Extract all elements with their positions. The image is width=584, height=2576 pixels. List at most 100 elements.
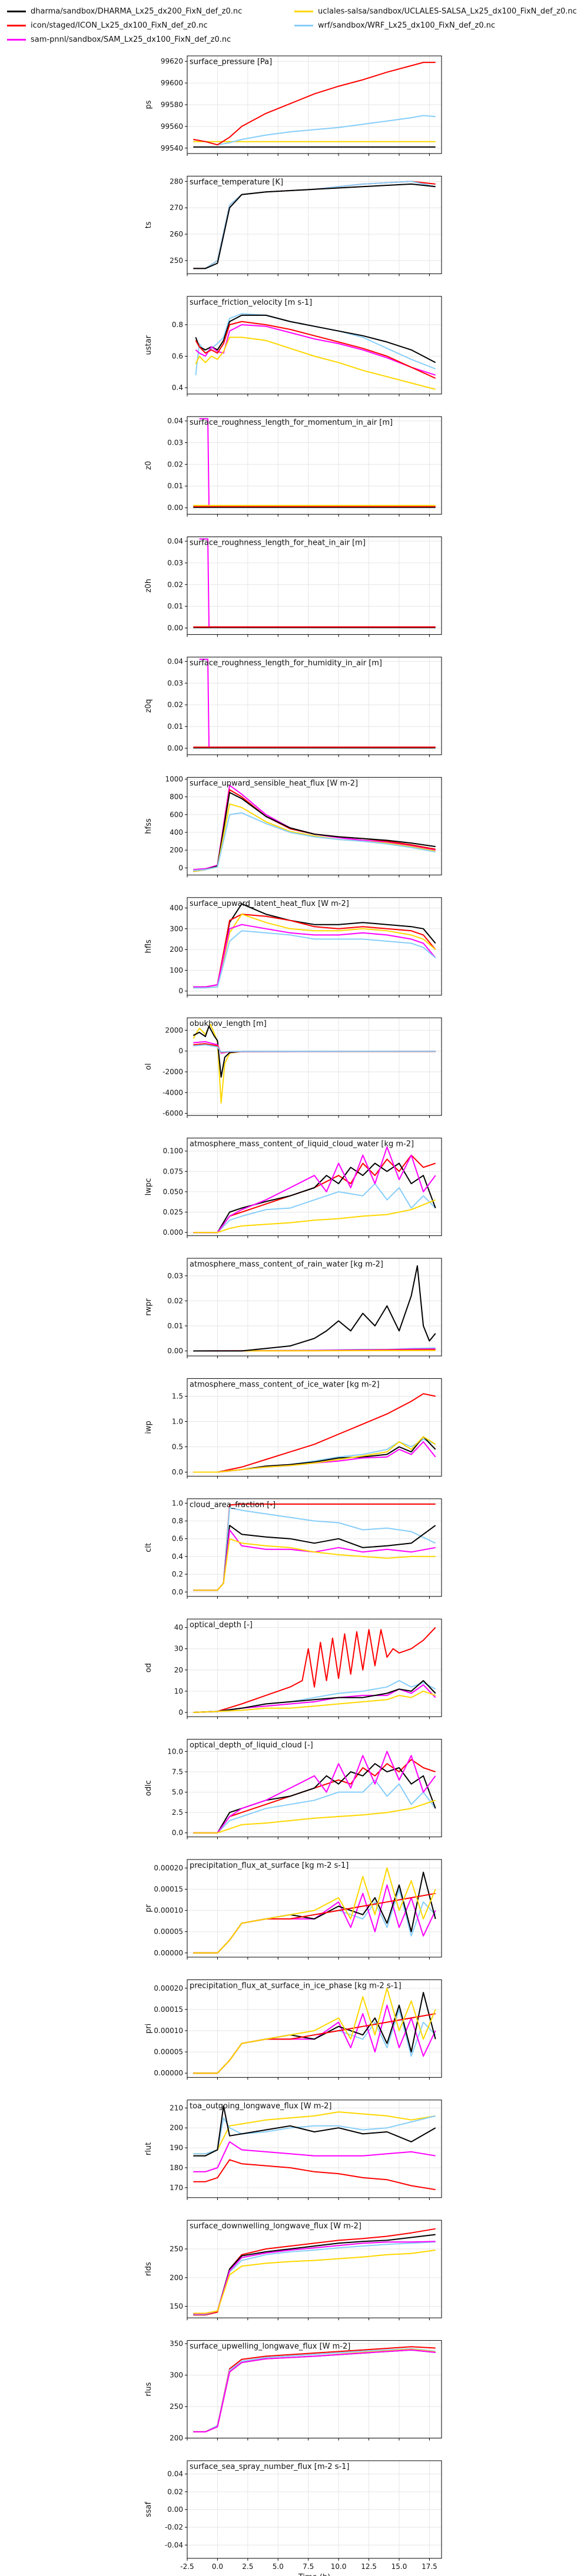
y-axis-label: odlc: [144, 1780, 153, 1796]
y-tick-label: 0.00: [167, 2505, 183, 2514]
y-tick-label: 0: [178, 864, 183, 872]
y-tick-label: 0.00000: [154, 2069, 183, 2077]
chart-title: precipitation_flux_at_surface [kg m-2 s-…: [190, 1861, 349, 1870]
plot-frame: [187, 296, 442, 395]
y-tick-label: 99600: [161, 79, 183, 87]
y-tick-label: 0.01: [167, 1322, 183, 1330]
series-line: [193, 1627, 436, 1713]
series-line: [193, 1044, 436, 1053]
y-tick-label: 150: [170, 2302, 183, 2311]
y-tick-label: 0.100: [163, 1147, 183, 1155]
legend-line-swatch: [294, 25, 313, 26]
chart-title: surface_upward_sensible_heat_flux [W m-2…: [190, 779, 358, 788]
plot-frame: [187, 1859, 442, 1958]
plot-frame: [187, 1258, 442, 1357]
chart-title: optical_depth_of_liquid_cloud [-]: [190, 1741, 313, 1750]
y-tick-label: -0.02: [165, 2523, 183, 2531]
plot-frame: [187, 1017, 442, 1116]
series-line: [195, 336, 436, 390]
y-tick-label: -4000: [162, 1088, 183, 1097]
chart-title: surface_pressure [Pa]: [190, 58, 272, 66]
series-line: [193, 1538, 436, 1591]
y-tick-label: 1.0: [172, 1418, 183, 1426]
series-line: [199, 418, 436, 508]
y-tick-label: 1000: [165, 775, 183, 783]
y-tick-label: 200: [170, 846, 183, 854]
series-line: [193, 1779, 436, 1834]
series-line: [193, 1393, 436, 1473]
series-line: [193, 1183, 436, 1234]
series-line: [195, 313, 436, 375]
chart-title: precipitation_flux_at_surface_in_ice_pha…: [190, 1981, 402, 1990]
series-line: [193, 1867, 436, 1954]
y-tick-label: 0.00020: [154, 1984, 183, 1992]
y-tick-label: 0.02: [167, 581, 183, 589]
series-line: [193, 2228, 436, 2316]
y-axis-label: pr: [144, 1904, 153, 1912]
x-tick-label: 17.5: [422, 2562, 437, 2571]
y-tick-label: 0.025: [163, 1208, 183, 1216]
y-axis-label: pri: [144, 2024, 153, 2034]
y-tick-label: 600: [170, 811, 183, 819]
y-axis-label: ssaf: [144, 2502, 153, 2518]
y-tick-label: 100: [170, 966, 183, 974]
series-line: [193, 924, 436, 988]
legend-line-swatch: [7, 11, 26, 12]
series-line: [199, 658, 436, 748]
y-tick-label: 99620: [161, 57, 183, 65]
y-axis-label: rlus: [144, 2382, 153, 2396]
series-line: [193, 930, 436, 989]
chart-title: atmosphere_mass_content_of_ice_water [kg…: [190, 1380, 380, 1389]
x-tick-label: -2.5: [180, 2562, 194, 2571]
chart-title: surface_friction_velocity [m s-1]: [190, 298, 312, 307]
y-tick-label: 0: [178, 1708, 183, 1717]
series-line: [193, 2159, 436, 2191]
legend-entry: uclales-salsa/sandbox/UCLALES-SALSA_Lx25…: [294, 7, 577, 16]
y-tick-label: 0.01: [167, 722, 183, 731]
x-tick-label: 2.5: [242, 2562, 253, 2571]
x-tick-label: 10.0: [331, 2562, 347, 2571]
y-tick-label: -6000: [162, 1109, 183, 1118]
series-line: [193, 1759, 436, 1834]
y-axis-label: z0q: [144, 699, 153, 712]
y-tick-label: 200: [170, 945, 183, 954]
y-tick-label: 0.6: [172, 1535, 183, 1543]
y-tick-label: 0.04: [167, 417, 183, 425]
y-tick-label: 20: [174, 1666, 183, 1674]
y-tick-label: 0.4: [172, 1552, 183, 1561]
y-tick-label: 0.03: [167, 438, 183, 446]
series-line: [193, 1751, 436, 1834]
y-tick-label: 0.075: [163, 1167, 183, 1175]
y-tick-label: 0.5: [172, 1443, 183, 1451]
series-line: [199, 538, 436, 628]
y-tick-label: 30: [174, 1645, 183, 1653]
y-tick-label: 170: [170, 2184, 183, 2192]
y-tick-label: 0.8: [172, 321, 183, 329]
y-tick-label: 0.02: [167, 701, 183, 709]
y-tick-label: 0.01: [167, 482, 183, 490]
legend-label: wrf/sandbox/WRF_Lx25_dx100_FixN_def_z0.n…: [318, 21, 496, 30]
y-tick-label: 260: [170, 230, 183, 238]
y-axis-label: lwpc: [144, 1178, 153, 1196]
chart-title: atmosphere_mass_content_of_liquid_cloud_…: [190, 1140, 414, 1149]
legend-entry: wrf/sandbox/WRF_Lx25_dx100_FixN_def_z0.n…: [294, 21, 495, 30]
chart-title: surface_upward_latent_heat_flux [W m-2]: [190, 899, 349, 908]
plot-frame: [187, 1138, 442, 1237]
x-tick-label: 12.5: [361, 2562, 377, 2571]
y-tick-label: 300: [170, 2371, 183, 2380]
series-line: [193, 1987, 436, 2074]
y-tick-label: 0: [178, 1047, 183, 1055]
y-axis-label: ustar: [144, 335, 153, 355]
chart-title: surface_roughness_length_for_heat_in_air…: [190, 539, 366, 548]
series-line: [193, 2141, 436, 2172]
y-tick-label: 210: [170, 2104, 183, 2112]
y-tick-label: 280: [170, 177, 183, 185]
y-tick-label: 0.2: [172, 1570, 183, 1578]
chart-title: cloud_area_fraction [-]: [190, 1501, 276, 1509]
legend-line-swatch: [7, 39, 26, 41]
y-tick-label: 10: [174, 1687, 183, 1695]
y-tick-label: 0.02: [167, 1297, 183, 1305]
y-tick-label: 7.5: [172, 1768, 183, 1776]
y-tick-label: 0.000: [163, 1228, 183, 1237]
y-tick-label: 400: [170, 828, 183, 837]
